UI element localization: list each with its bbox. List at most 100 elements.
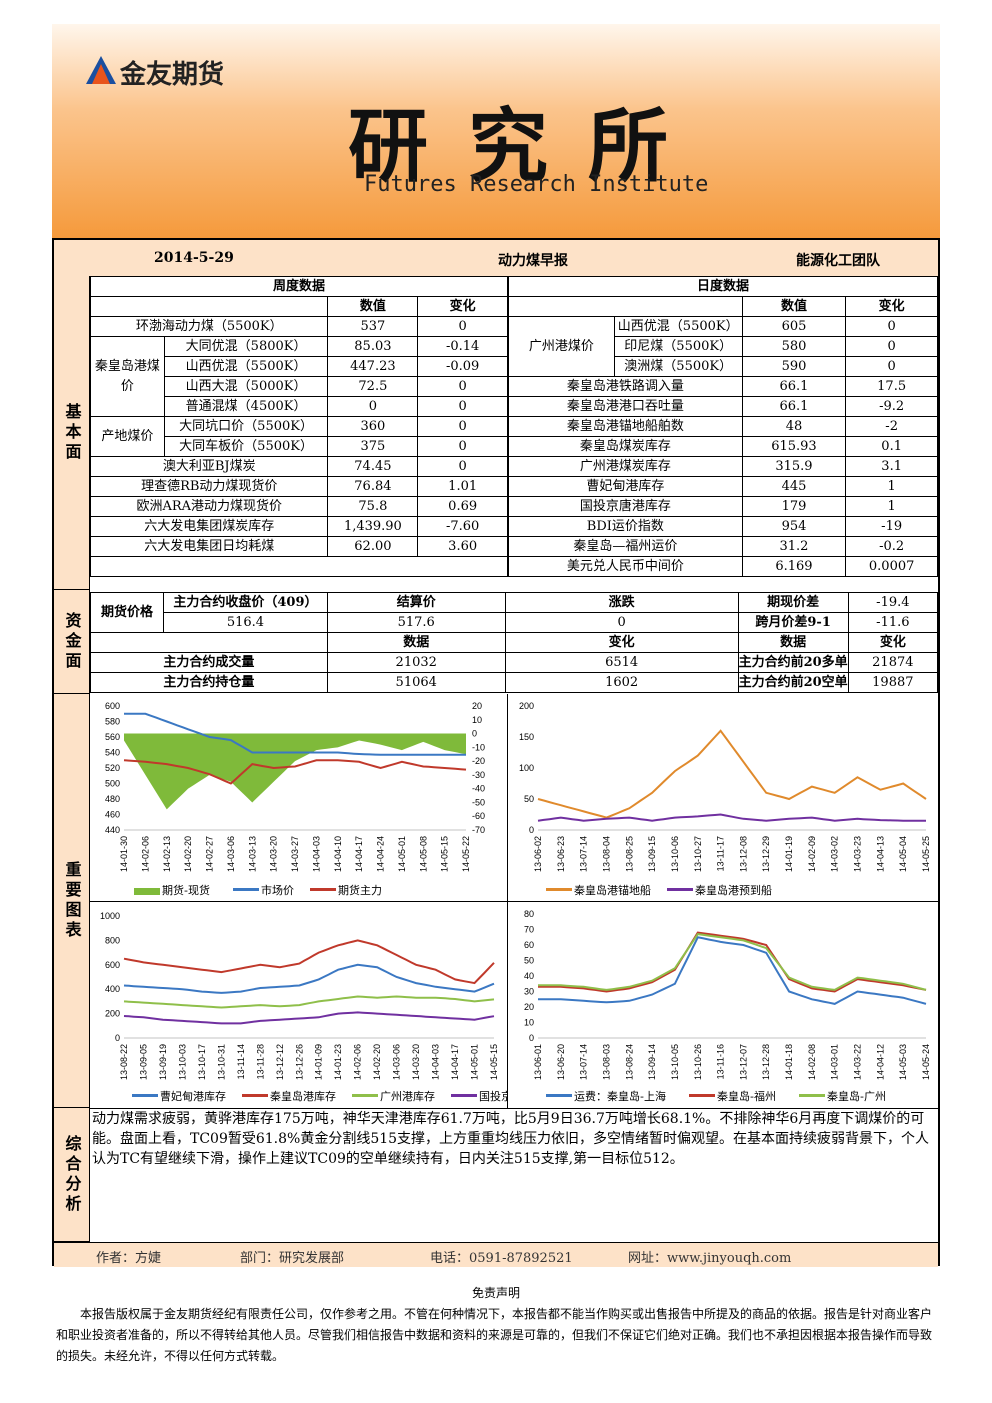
weekly-title: 周度数据	[90, 276, 508, 297]
legend-label: 秦皇岛-广州	[827, 1089, 886, 1103]
side-analysis: 综合分析	[54, 1108, 90, 1242]
x-tick-label: 14-02-06	[140, 836, 150, 872]
y2-tick-label: -40	[472, 784, 485, 794]
weekly-row: 普通混煤（4500K） 0 0	[91, 396, 508, 417]
disclaimer: 免责声明 本报告版权属于金友期货经纪有限责任公司，仅作参考之用。不管在何种情况下…	[56, 1283, 936, 1367]
vol-label: 主力合约成交量	[90, 652, 328, 673]
x-tick-label: 13-11-16	[716, 1044, 726, 1079]
daily-row-value: 48	[741, 416, 847, 437]
x-tick-label: 13-09-05	[138, 1044, 148, 1080]
y-tick-label: 400	[105, 984, 120, 994]
daily-row: 秦皇岛港港口吞吐量 66.1 -9.2	[508, 396, 938, 417]
x-tick-label: 14-04-03	[311, 836, 321, 872]
chart-svg: 0 200 400 600 800 1000 13-08-22 13-09-05 13-09-1…	[100, 911, 508, 1103]
weekly-col-value: 数值	[327, 296, 419, 317]
weekly-row-value: 447.23	[327, 356, 419, 377]
x-tick-label: 13-10-05	[670, 1044, 680, 1080]
weekly-row: 秦皇岛港煤价 大同优混（5800K） 85.03 -0.14	[90, 336, 508, 417]
x-tick-label: 14-04-17	[354, 836, 364, 872]
x-tick-label: 14-04-10	[333, 836, 343, 872]
weekly-row: 山西优混（5500K） 447.23 -0.09	[91, 356, 508, 377]
weekly-row: 理查德RB动力煤现货价 76.84 1.01	[89, 476, 508, 497]
daily-row: 秦皇岛港锚地船舶数 48 -2	[508, 416, 938, 437]
weekly-row: 澳大利亚BJ煤炭 74.45 0	[89, 456, 508, 477]
weekly-row-value: 375	[327, 436, 419, 457]
x-tick-label: 13-07-14	[579, 1044, 589, 1080]
daily-row: 曹妃甸港库存 445 1	[508, 476, 938, 497]
weekly-row-value: 72.5	[327, 376, 419, 397]
vol-change: 6514	[504, 652, 739, 673]
x-tick-label: 14-04-24	[376, 836, 386, 872]
x-tick-label: 14-03-20	[411, 1044, 421, 1080]
weekly-row-value: 0	[327, 396, 419, 417]
weekly-row-label: 大同优混（5800K）	[163, 336, 329, 357]
x-tick-label: 13-08-03	[601, 1044, 611, 1080]
series-line	[123, 939, 495, 985]
daily-row-label: 秦皇岛煤炭库存	[508, 436, 743, 457]
chart-svg: 0 50 100 150 200 13-06-02 13-06-23 13-07-14 13-0…	[519, 701, 931, 897]
weekly-row-value: 537	[327, 316, 419, 337]
y2-tick-label: -10	[472, 742, 485, 752]
y2-tick-label: -30	[472, 770, 485, 780]
daily-row-label: 国投京唐港库存	[508, 496, 743, 517]
main-close-value: 516.4	[163, 612, 328, 633]
weekly-row-change: -0.09	[417, 356, 508, 377]
x-tick-label: 14-03-06	[392, 1044, 402, 1080]
daily-row-value: 6.169	[741, 556, 847, 577]
y-tick-label: 150	[519, 732, 534, 742]
funds-table: 期货价格 主力合约收盘价（409） 结算价 涨跌 期现价差 -19.4 516.…	[89, 592, 939, 693]
daily-row-label: 秦皇岛港锚地船舶数	[508, 416, 743, 437]
x-tick-label: 14-04-03	[431, 1044, 441, 1080]
report-name: 动力煤早报	[498, 253, 568, 269]
basis-value: -19.4	[847, 592, 939, 613]
legend-label: 国投京唐港库存	[479, 1089, 508, 1103]
daily-row-label: 美元兑人民币中间价	[508, 556, 743, 577]
side-funds: 资金面	[54, 590, 90, 694]
y-tick-label: 200	[519, 701, 534, 711]
chart-price-basis: 440 460 480 500 520 540 560 580 600 20 10 0 -10 -20 -3…	[90, 694, 508, 902]
legend-label: 运费：秦皇岛-上海	[574, 1089, 666, 1103]
x-tick-label: 14-02-08	[807, 1044, 817, 1080]
chart-svg: 0 10 20 30 40 50 60 70 80 13-06-01 13-06-20 13-07-1…	[524, 909, 931, 1103]
x-tick-label: 13-10-17	[197, 1044, 207, 1080]
y-tick-label: 500	[105, 779, 120, 789]
weekly-row-change: 0	[417, 396, 508, 417]
weekly-row-value: 62.00	[327, 536, 419, 557]
x-tick-label: 14-03-13	[247, 836, 257, 872]
y-tick-label: 50	[524, 794, 534, 804]
legend-label: 市场价	[261, 883, 294, 897]
daily-row-change: 0.1	[845, 436, 938, 457]
x-tick-label: 14-03-20	[269, 836, 279, 872]
weekly-row-change: 0	[417, 436, 508, 457]
daily-row-value: 954	[741, 516, 847, 537]
daily-row-value: 590	[741, 356, 847, 377]
x-tick-label: 14-03-22	[853, 1044, 863, 1080]
weekly-row-label: 澳大利亚BJ煤炭	[89, 456, 329, 477]
daily-row-change: -19	[845, 516, 938, 537]
y-tick-label: 440	[105, 825, 120, 835]
x-tick-label: 13-12-28	[761, 1044, 771, 1080]
report-date: 2014-5-29	[154, 250, 234, 266]
y-tick-label: 600	[105, 960, 120, 970]
daily-row-change: 0	[845, 356, 938, 377]
x-tick-label: 13-07-14	[579, 836, 589, 872]
x-tick-label: 14-01-18	[784, 1044, 794, 1080]
long-label: 主力合约前20多单	[737, 652, 849, 673]
x-tick-label: 14-03-01	[830, 1044, 840, 1080]
daily-row-label: 秦皇岛—福州运价	[508, 536, 743, 557]
x-tick-label: 13-09-15	[647, 836, 657, 872]
series-line	[123, 759, 467, 785]
weekly-row-change: 0.69	[417, 496, 508, 517]
footer-author: 作者：方婕	[96, 1251, 162, 1266]
brand-name: 金友期货	[120, 60, 225, 90]
x-tick-label: 14-02-20	[183, 836, 193, 872]
chart-port-stocks: 0 200 400 600 800 1000 13-08-22 13-09-05 13-09-1…	[90, 902, 508, 1108]
weekly-row-change: 1.01	[417, 476, 508, 497]
funds-col-change-2: 变化	[847, 632, 939, 653]
funds-col-data-2: 数据	[737, 632, 849, 653]
series-line	[537, 813, 926, 822]
x-tick-label: 13-06-02	[533, 836, 543, 872]
weekly-row-change: 0	[417, 416, 508, 437]
daily-col-change: 变化	[845, 296, 938, 317]
daily-row-label: 秦皇岛港港口吞吐量	[508, 396, 743, 417]
